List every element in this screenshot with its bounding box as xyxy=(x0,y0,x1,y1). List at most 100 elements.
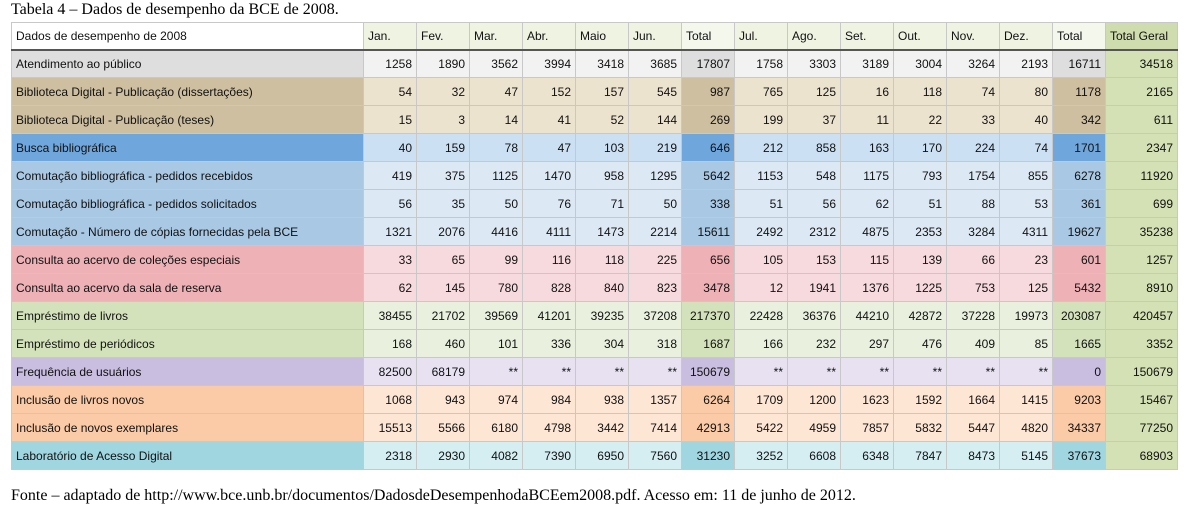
table-cell: 15513 xyxy=(363,413,417,442)
table-row: Atendimento ao público 1258 1890 3562 3994 34… xyxy=(11,49,1178,78)
table-cell: 2193 xyxy=(999,49,1053,78)
header-total-geral: Total Geral xyxy=(1105,22,1178,51)
cell-total: 5642 xyxy=(681,161,735,190)
table-cell: 2353 xyxy=(893,217,947,246)
table-cell: 5566 xyxy=(416,413,470,442)
table-cell: 1941 xyxy=(787,273,841,302)
table-cell: 1357 xyxy=(628,385,682,414)
cell-total: 646 xyxy=(681,133,735,162)
table-cell: 225 xyxy=(628,245,682,274)
row-label: Frequência de usuários xyxy=(11,357,364,386)
table-cell: ** xyxy=(575,357,629,386)
table-cell: 4111 xyxy=(522,217,576,246)
table-cell: ** xyxy=(628,357,682,386)
table-row: Laboratório de Acesso Digital 2318 2930 408… xyxy=(11,441,1178,470)
table-cell: 3994 xyxy=(522,49,576,78)
table-cell: 2318 xyxy=(363,441,417,470)
table-cell: 3189 xyxy=(840,49,894,78)
table-cell: 938 xyxy=(575,385,629,414)
table-cell: 3284 xyxy=(946,217,1000,246)
table-cell: 974 xyxy=(469,385,523,414)
table-body: Atendimento ao público 1258 1890 3562 3994 34… xyxy=(11,49,1178,470)
table-cell: 1623 xyxy=(840,385,894,414)
table-cell: 336 xyxy=(522,329,576,358)
table-cell: 52 xyxy=(575,105,629,134)
table-cell: 6950 xyxy=(575,441,629,470)
table-cell: 1709 xyxy=(734,385,788,414)
table-cell: 152 xyxy=(522,77,576,106)
table-cell: 3562 xyxy=(469,49,523,78)
table-row: Comutação - Número de cópias fornecidas … xyxy=(11,217,1178,246)
table-cell: 4875 xyxy=(840,217,894,246)
row-label: Empréstimo de periódicos xyxy=(11,329,364,358)
table-cell: 2076 xyxy=(416,217,470,246)
table-cell: 80 xyxy=(999,77,1053,106)
table-cell: 159 xyxy=(416,133,470,162)
table-cell: 118 xyxy=(893,77,947,106)
table-cell: 38455 xyxy=(363,301,417,330)
table-cell: 4798 xyxy=(522,413,576,442)
row-label: Inclusão de livros novos xyxy=(11,385,364,414)
table-cell: 4416 xyxy=(469,217,523,246)
cell-total: 1665 xyxy=(1052,329,1106,358)
table-cell: 115 xyxy=(840,245,894,274)
table-row: Comutação bibliográfica - pedidos recebi… xyxy=(11,161,1178,190)
table-cell: ** xyxy=(946,357,1000,386)
table-cell: 1200 xyxy=(787,385,841,414)
table-cell: 54 xyxy=(363,77,417,106)
cell-total: 5432 xyxy=(1052,273,1106,302)
table-cell: 5832 xyxy=(893,413,947,442)
table-cell: 170 xyxy=(893,133,947,162)
header-label: Dados de desempenho de 2008 xyxy=(11,22,364,51)
table-cell: ** xyxy=(999,357,1053,386)
table-cell: 6608 xyxy=(787,441,841,470)
table-cell: 318 xyxy=(628,329,682,358)
row-label: Biblioteca Digital - Publicação (teses) xyxy=(11,105,364,134)
cell-total-geral: 15467 xyxy=(1105,385,1178,414)
table-cell: 88 xyxy=(946,189,1000,218)
table-cell: 166 xyxy=(734,329,788,358)
table-cell: 23 xyxy=(999,245,1053,274)
table-cell: 47 xyxy=(469,77,523,106)
table-cell: 1068 xyxy=(363,385,417,414)
table-cell: 476 xyxy=(893,329,947,358)
table-cell: 74 xyxy=(946,77,1000,106)
table-cell: 1415 xyxy=(999,385,1053,414)
table-cell: 7390 xyxy=(522,441,576,470)
header-total-second-half: Total xyxy=(1052,22,1106,51)
table-cell: 163 xyxy=(840,133,894,162)
table-cell: 409 xyxy=(946,329,1000,358)
table-cell: 44210 xyxy=(840,301,894,330)
table-cell: 828 xyxy=(522,273,576,302)
table-cell: 139 xyxy=(893,245,947,274)
table-cell: 76 xyxy=(522,189,576,218)
cell-total-geral: 35238 xyxy=(1105,217,1178,246)
table-row: Consulta ao acervo da sala de reserva 62 1… xyxy=(11,273,1178,302)
cell-total-geral: 3352 xyxy=(1105,329,1178,358)
cell-total: 269 xyxy=(681,105,735,134)
table-cell: ** xyxy=(522,357,576,386)
table-cell: 297 xyxy=(840,329,894,358)
row-label: Atendimento ao público xyxy=(11,49,364,78)
table-cell: 548 xyxy=(787,161,841,190)
table-cell: 212 xyxy=(734,133,788,162)
table-cell: 3442 xyxy=(575,413,629,442)
table-cell: 39235 xyxy=(575,301,629,330)
table-cell: 1664 xyxy=(946,385,1000,414)
cell-total: 987 xyxy=(681,77,735,106)
header-jun: Jun. xyxy=(628,22,682,51)
row-label: Comutação bibliográfica - pedidos recebi… xyxy=(11,161,364,190)
table-cell: 7560 xyxy=(628,441,682,470)
table-cell: 793 xyxy=(893,161,947,190)
cell-total: 203087 xyxy=(1052,301,1106,330)
table-cell: 37228 xyxy=(946,301,1000,330)
table-cell: 32 xyxy=(416,77,470,106)
table-cell: 3 xyxy=(416,105,470,134)
table-cell: 21702 xyxy=(416,301,470,330)
cell-total-geral: 420457 xyxy=(1105,301,1178,330)
header-nov: Nov. xyxy=(946,22,1000,51)
table-cell: ** xyxy=(469,357,523,386)
cell-total: 656 xyxy=(681,245,735,274)
table-cell: 3685 xyxy=(628,49,682,78)
cell-total: 1701 xyxy=(1052,133,1106,162)
